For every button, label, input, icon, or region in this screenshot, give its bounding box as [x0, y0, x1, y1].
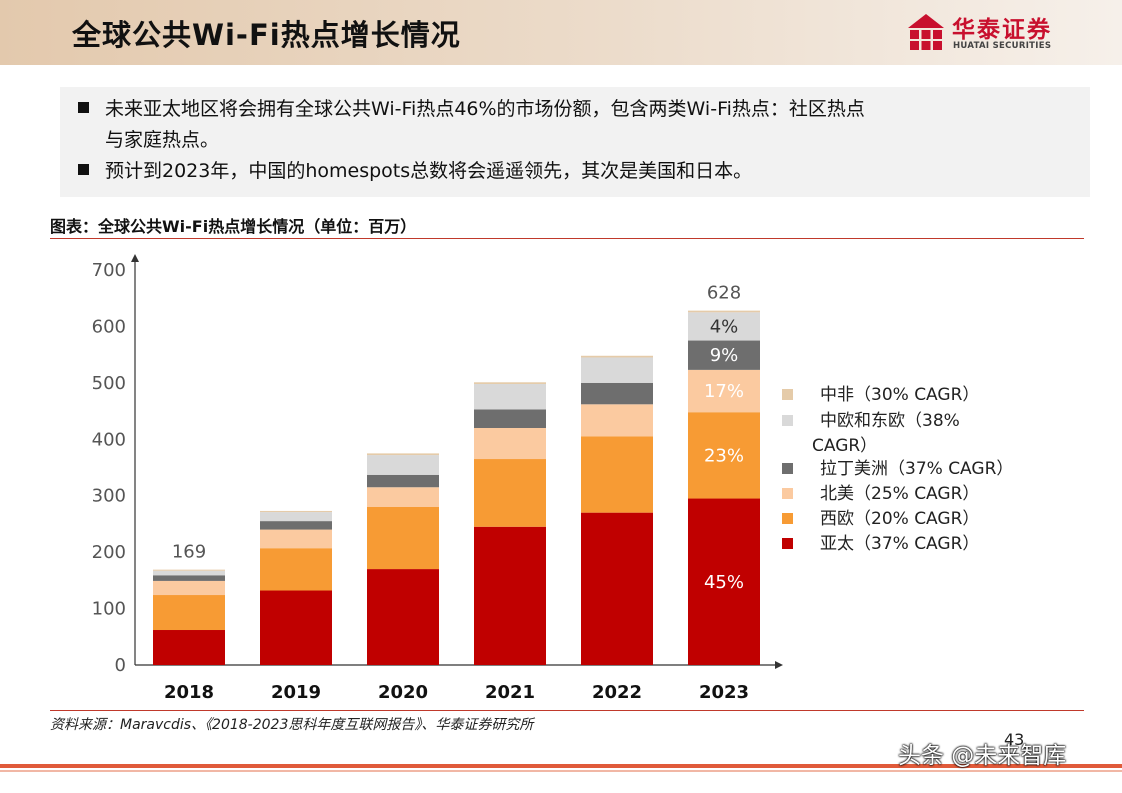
- summary-bullet-1: 未来亚太地区将会拥有全球公共Wi-Fi热点46%的市场份额，包含两类Wi-Fi热…: [78, 94, 1068, 156]
- y-tick-label: 200: [92, 542, 126, 563]
- bar-segment: [581, 512, 653, 665]
- bar-segment: [581, 436, 653, 513]
- bar-segment: [260, 529, 332, 549]
- company-logo: 华泰证券 HUATAI SECURITIES: [906, 10, 1066, 56]
- figure-caption: 图表：全球公共Wi-Fi热点增长情况（单位：百万）: [50, 217, 417, 236]
- legend-label: 亚太（37% CAGR）: [820, 534, 979, 554]
- bar-segment: [367, 455, 439, 475]
- y-tick-label: 300: [92, 486, 126, 507]
- legend-label: 西欧（20% CAGR）: [820, 509, 979, 529]
- bar-segment: [474, 383, 546, 410]
- source-divider: [50, 710, 1084, 711]
- bullet-square-icon: [78, 164, 89, 175]
- source-note: 资料来源：Maravcdis、《2018-2023思科年度互联网报告》、华泰证券…: [50, 717, 534, 733]
- legend-swatch: [782, 538, 793, 549]
- x-tick-label: 2021: [485, 682, 535, 703]
- legend-swatch: [782, 463, 793, 474]
- bar-segment: [688, 310, 760, 313]
- bar-segment: [153, 630, 225, 665]
- data-label: 23%: [704, 445, 744, 466]
- legend-label: 北美（25% CAGR）: [820, 484, 979, 504]
- y-tick-label: 100: [92, 599, 126, 620]
- bar-segment: [367, 487, 439, 507]
- summary-bullet-2: 预计到2023年，中国的homespots总数将会遥遥领先，其次是美国和日本。: [78, 156, 1068, 187]
- bar-segment: [153, 575, 225, 581]
- logo-text-en: HUATAI SECURITIES: [953, 41, 1052, 51]
- bar-segment: [367, 507, 439, 570]
- bar-segment: [581, 355, 653, 358]
- data-label: 4%: [710, 316, 739, 337]
- x-tick-label: 2020: [378, 682, 428, 703]
- data-label: 45%: [704, 572, 744, 593]
- y-tick-label: 0: [115, 655, 126, 676]
- bullet-1-line-1: 未来亚太地区将会拥有全球公共Wi-Fi热点46%的市场份额，包含两类Wi-Fi热…: [105, 98, 865, 120]
- bar-segment: [581, 357, 653, 383]
- y-axis-arrow-icon: [131, 254, 139, 262]
- x-tick-label: 2018: [164, 682, 214, 703]
- x-axis-arrow-icon: [775, 661, 783, 669]
- y-tick-label: 600: [92, 316, 126, 337]
- bar-segment: [474, 526, 546, 665]
- data-label: 9%: [710, 345, 739, 366]
- bar-segment: [153, 569, 225, 571]
- page-number: 43: [1004, 730, 1025, 749]
- legend-swatch: [782, 389, 793, 400]
- bar-segment: [367, 474, 439, 488]
- legend-swatch: [782, 415, 793, 426]
- bar-segment: [474, 459, 546, 527]
- bar-segment: [260, 510, 332, 513]
- logo-text-cn: 华泰证券: [952, 17, 1052, 43]
- bar-segment: [367, 569, 439, 665]
- legend-swatch: [782, 488, 793, 499]
- bar-segment: [260, 590, 332, 665]
- x-tick-label: 2023: [699, 682, 749, 703]
- footer-line-light: [0, 770, 1122, 772]
- bar-segment: [688, 340, 760, 370]
- page-title: 全球公共Wi-Fi热点增长情况: [72, 18, 461, 52]
- total-label: 628: [707, 283, 741, 304]
- legend-label: 中非（30% CAGR）: [820, 385, 979, 405]
- x-tick-label: 2019: [271, 682, 321, 703]
- footer-line: [0, 764, 1122, 768]
- bar-segment: [367, 453, 439, 456]
- bar-segment: [688, 498, 760, 665]
- y-tick-label: 700: [92, 260, 126, 281]
- bar-segment: [153, 595, 225, 631]
- data-label: 17%: [704, 381, 744, 402]
- bar-segment: [581, 404, 653, 437]
- bar-segment: [153, 580, 225, 596]
- bar-segment: [260, 548, 332, 591]
- legend-label: 中欧和东欧（38%: [820, 411, 960, 431]
- bar-segment: [474, 428, 546, 460]
- y-tick-label: 500: [92, 373, 126, 394]
- bar-segment: [688, 369, 760, 413]
- bullet-2-text: 预计到2023年，中国的homespots总数将会遥遥领先，其次是美国和日本。: [105, 160, 753, 182]
- caption-divider: [50, 238, 1084, 239]
- legend-swatch: [782, 513, 793, 524]
- summary-box: 未来亚太地区将会拥有全球公共Wi-Fi热点46%的市场份额，包含两类Wi-Fi热…: [60, 87, 1090, 197]
- bullet-square-icon: [78, 102, 89, 113]
- bar-segment: [688, 312, 760, 341]
- bar-segment: [260, 512, 332, 522]
- bar-segment: [260, 521, 332, 530]
- watermark: 头条 @未来智库: [898, 743, 1067, 769]
- total-label: 169: [172, 542, 206, 563]
- header-bar: 全球公共Wi-Fi热点增长情况 华泰证券 HUATAI SECURITIES: [0, 0, 1122, 65]
- bar-segment: [474, 382, 546, 384]
- bar-segment: [153, 570, 225, 576]
- x-tick-label: 2022: [592, 682, 642, 703]
- y-tick-label: 400: [92, 429, 126, 450]
- bar-segment: [688, 412, 760, 499]
- legend-label: 拉丁美洲（37% CAGR）: [820, 459, 1013, 479]
- legend-label: CAGR）: [812, 436, 877, 456]
- logo-mark-icon: [908, 14, 944, 50]
- bar-segment: [474, 409, 546, 428]
- bullet-1-line-2: 与家庭热点。: [105, 129, 220, 151]
- bar-segment: [581, 382, 653, 405]
